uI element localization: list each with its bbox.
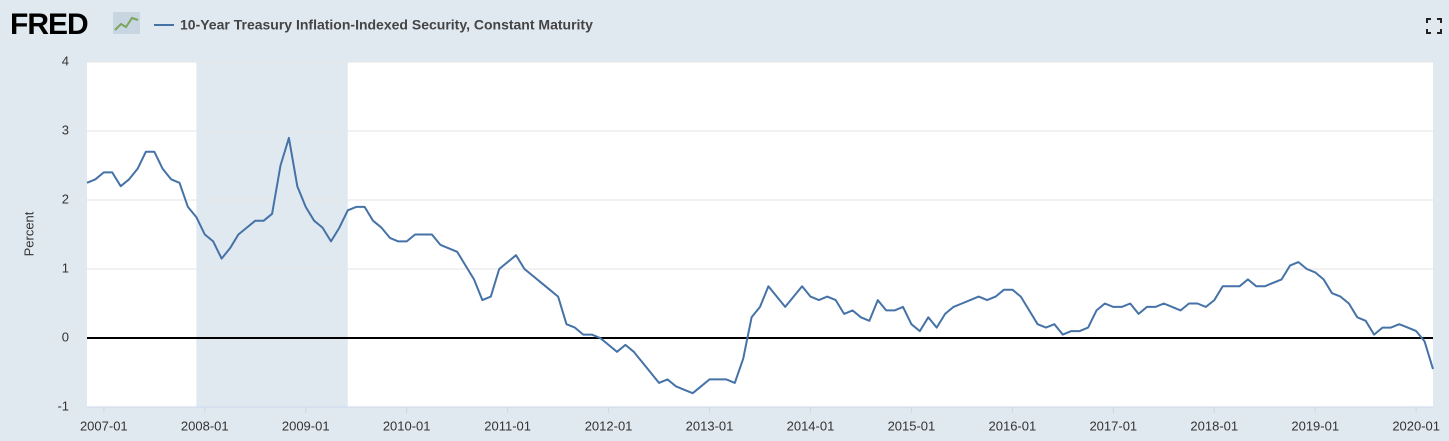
y-tick-label: 1 bbox=[62, 260, 69, 275]
recession-band bbox=[196, 62, 348, 407]
data-line bbox=[86, 136, 1434, 395]
y-tick-label: 2 bbox=[62, 191, 69, 206]
x-tick-label: 2016-01 bbox=[989, 418, 1037, 433]
y-tick-label: 3 bbox=[62, 122, 69, 137]
x-tick-label: 2020-01 bbox=[1392, 418, 1440, 433]
legend-label[interactable]: 10-Year Treasury Inflation-Indexed Secur… bbox=[180, 17, 593, 33]
fullscreen-icon[interactable] bbox=[1426, 18, 1442, 34]
y-axis-label: Percent bbox=[21, 211, 36, 256]
x-tick-label: 2011-01 bbox=[484, 418, 531, 433]
y-tick-label: -1 bbox=[57, 398, 69, 413]
x-tick-label: 2017-01 bbox=[1089, 418, 1137, 433]
y-tick-label: 0 bbox=[62, 329, 69, 344]
x-tick-label: 2012-01 bbox=[585, 418, 633, 433]
x-tick-label: 2007-01 bbox=[80, 418, 128, 433]
x-tick-label: 2015-01 bbox=[888, 418, 936, 433]
y-tick-label: 4 bbox=[62, 53, 69, 68]
x-tick-label: 2018-01 bbox=[1190, 418, 1238, 433]
logo-icon bbox=[113, 12, 140, 34]
x-tick-label: 2010-01 bbox=[383, 418, 431, 433]
x-tick-label: 2019-01 bbox=[1291, 418, 1339, 433]
x-tick-label: 2013-01 bbox=[686, 418, 734, 433]
logo: FRED bbox=[10, 8, 88, 41]
x-tick-label: 2008-01 bbox=[181, 418, 229, 433]
x-tick-label: 2009-01 bbox=[282, 418, 330, 433]
x-tick-label: 2014-01 bbox=[787, 418, 835, 433]
